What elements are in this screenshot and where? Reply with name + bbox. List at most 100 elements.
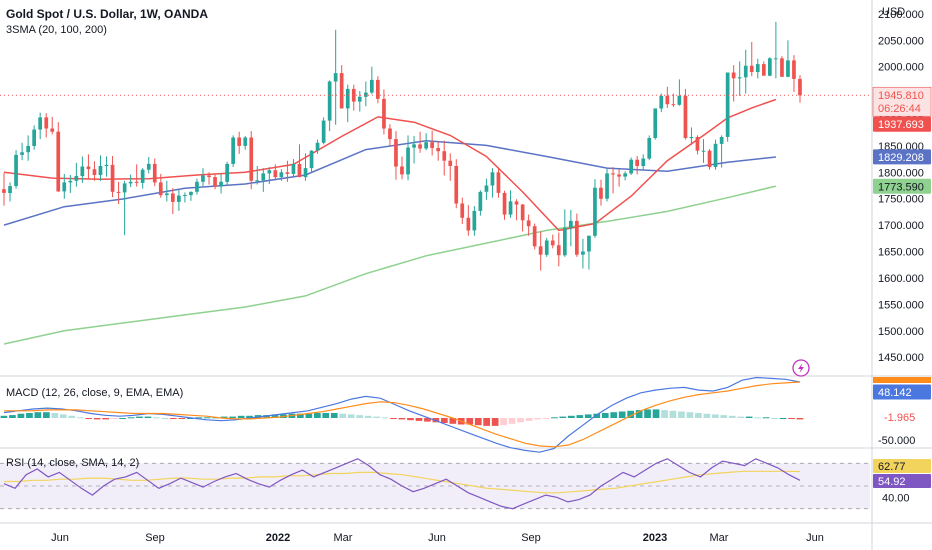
candle-body: [707, 150, 712, 168]
macd-histogram-bar: [398, 418, 406, 420]
macd-histogram-bar: [466, 418, 474, 425]
candle-body: [62, 182, 67, 192]
candle-body: [370, 79, 374, 93]
candle-body: [406, 147, 410, 175]
candle-body: [333, 73, 338, 82]
macd-histogram-bar: [339, 413, 347, 418]
candle-body: [532, 226, 537, 247]
time-tick-label: 2023: [643, 532, 667, 544]
rsi-ma-tag-text: 62.77: [878, 461, 906, 473]
currency-label[interactable]: USD: [882, 6, 906, 18]
macd-histogram-bar: [51, 413, 59, 418]
price-tag-text: 1773.590: [878, 181, 924, 193]
candle-body: [725, 72, 730, 137]
time-tick-label: 2022: [266, 532, 290, 544]
candle-body: [647, 138, 652, 159]
macd-label[interactable]: MACD (12, 26, close, 9, EMA, EMA): [6, 387, 184, 399]
candle-body: [677, 95, 682, 105]
macd-histogram-bar: [144, 416, 152, 418]
candle-body: [683, 95, 688, 138]
candle-body: [617, 174, 621, 177]
candle-body: [792, 60, 796, 79]
candle-body: [466, 217, 471, 231]
price-tick-label: 1450.000: [878, 352, 924, 364]
rsi-ma-tag-bg: [873, 459, 931, 473]
candle-body: [38, 117, 42, 130]
macd-histogram-bar: [237, 415, 245, 418]
candle-body: [695, 137, 700, 151]
macd-histogram-bar: [559, 416, 567, 418]
time-tick-label: Mar: [334, 532, 353, 544]
candle-body: [629, 159, 633, 174]
candle-body: [8, 186, 12, 193]
macd-tag: 48.142: [873, 384, 931, 400]
rsi-pane: [0, 458, 870, 510]
price-tick-label: 1750.000: [878, 194, 924, 206]
candle-body: [665, 95, 670, 105]
macd-histogram-bar: [618, 411, 626, 418]
macd-histogram-bar: [271, 414, 279, 418]
candle-body: [472, 210, 477, 231]
candle-body: [774, 58, 778, 60]
time-tick-label: Sep: [145, 532, 165, 544]
price-tag: 1829.208: [873, 149, 931, 165]
macd-histogram-bar: [678, 411, 685, 418]
macd-histogram-bar: [314, 413, 321, 418]
chart-title: Gold Spot / U.S. Dollar, 1W, OANDA: [6, 7, 209, 21]
indicator-label[interactable]: 3SMA (20, 100, 200): [6, 24, 107, 36]
candle-body: [2, 189, 6, 193]
rsi-ma-line: [4, 470, 801, 494]
macd-histogram-bar: [34, 412, 42, 418]
macd-histogram-bar: [517, 418, 524, 423]
macd-histogram-bar: [110, 418, 118, 419]
candle-body: [237, 137, 241, 146]
price-tag-text: 1829.208: [878, 152, 924, 164]
candle-body: [749, 65, 754, 72]
macd-tick-label: -50.000: [878, 435, 915, 447]
candle-body: [86, 166, 91, 170]
macd-histogram-bar: [93, 418, 101, 420]
macd-histogram-bar: [127, 417, 135, 419]
price-tick-label: 1700.000: [878, 220, 924, 232]
lightning-icon[interactable]: [792, 359, 810, 377]
time-tick-label: Jun: [428, 532, 446, 544]
macd-histogram-bar: [178, 418, 186, 419]
candle-body: [116, 191, 121, 193]
macd-histogram-bar: [508, 418, 516, 424]
macd-histogram-bar: [203, 417, 211, 419]
rsi-label[interactable]: RSI (14, close, SMA, 14, 2): [6, 457, 140, 469]
macd-histogram-bar: [661, 410, 668, 418]
rsi-ma-tag: 62.77: [873, 459, 931, 473]
candle-body: [339, 73, 344, 109]
macd-histogram-bar: [330, 413, 338, 418]
candle-body: [303, 168, 308, 178]
macd-histogram-bar: [0, 415, 8, 418]
candle-body: [152, 163, 157, 183]
candle-body: [231, 137, 235, 164]
candle-body: [502, 192, 507, 215]
macd-histogram-bar: [788, 418, 795, 419]
candle-body: [128, 181, 133, 184]
macd-histogram-bar: [17, 413, 25, 418]
candle-body: [569, 220, 573, 228]
candle-body: [165, 193, 169, 196]
macd-hist-tag: -1.965: [873, 377, 931, 424]
candle-body: [309, 150, 314, 169]
candle-body: [400, 166, 404, 175]
candle-body: [611, 173, 615, 175]
candle-body: [158, 182, 163, 196]
candle-body: [436, 148, 440, 152]
candle-body: [189, 191, 193, 196]
macd-histogram-bar: [220, 416, 228, 418]
price-tag: 1773.590: [873, 178, 931, 194]
candle-body: [364, 92, 368, 97]
candle-body: [755, 64, 760, 72]
candle-body: [563, 227, 567, 256]
macd-histogram-bar: [551, 417, 558, 419]
candle-body: [122, 183, 127, 193]
candle-body: [424, 142, 428, 149]
macd-histogram-bar: [568, 415, 575, 418]
price-tick-label: 2000.000: [878, 62, 924, 74]
